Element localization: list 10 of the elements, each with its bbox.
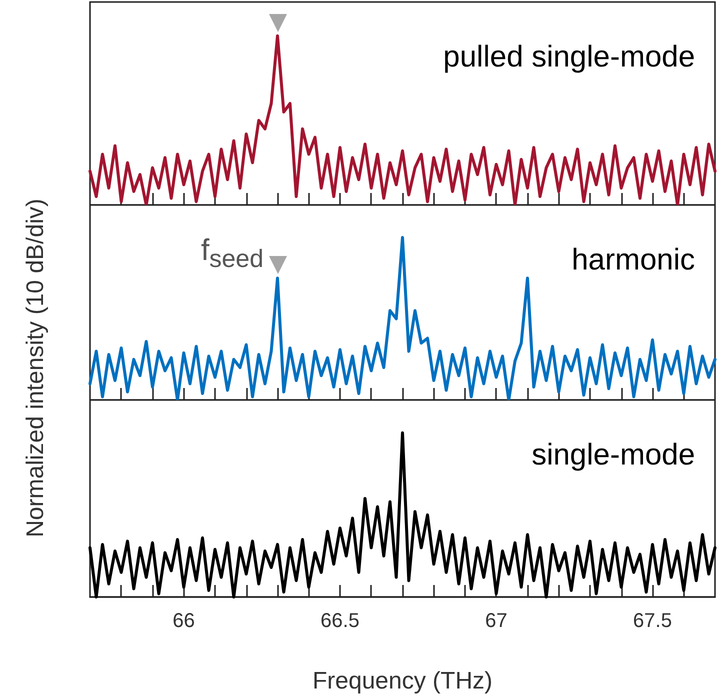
x-tick-label: 66.5 — [320, 610, 360, 632]
annotation: f$_{seed}$ — [200, 234, 264, 276]
text: single-mode — [532, 438, 696, 472]
y-axis-title: Normalized intensity (10 dB/div) — [22, 198, 50, 538]
text: pulled single-mode — [443, 40, 696, 74]
x-axis-title: Frequency (THz) — [312, 668, 493, 694]
series-label: harmonic — [572, 244, 696, 276]
x-tick-label: 67 — [485, 610, 508, 632]
x-tick-label: 66 — [172, 610, 195, 632]
x-tick-label: 67.5 — [633, 610, 672, 632]
